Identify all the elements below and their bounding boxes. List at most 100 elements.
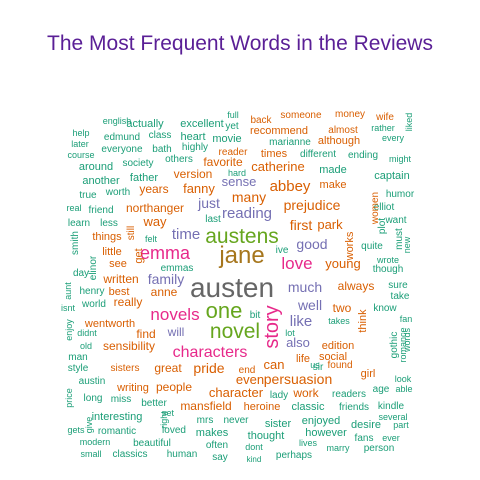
word-much: much: [288, 279, 322, 295]
word-felt: felt: [145, 234, 158, 244]
word-lives: lives: [299, 438, 318, 448]
word-worth: worth: [105, 187, 130, 198]
word-even: even: [236, 372, 264, 387]
word-always: always: [338, 279, 375, 293]
word-works: works: [344, 231, 356, 261]
word-wrote: wrote: [376, 255, 399, 265]
word-style: style: [68, 363, 89, 374]
word-help: help: [72, 128, 89, 138]
word-northanger: northanger: [126, 201, 184, 215]
word-romantic: romantic: [98, 426, 136, 437]
word-others: others: [165, 154, 193, 165]
word-captain: captain: [374, 170, 409, 182]
word-edition: edition: [322, 340, 354, 352]
word-able: able: [395, 384, 412, 394]
word-dont: dont: [245, 442, 263, 452]
word-kindle: kindle: [378, 401, 405, 412]
word-still: still: [126, 226, 137, 240]
word-sisters: sisters: [111, 363, 140, 374]
word-part: part: [393, 420, 409, 430]
word-two: two: [333, 301, 352, 315]
word-emma: emma: [140, 243, 191, 263]
word-young: young: [325, 256, 360, 271]
word-movie: movie: [212, 133, 241, 145]
word-give: give: [84, 417, 94, 434]
word-first: first: [290, 217, 313, 233]
word-man: man: [68, 352, 87, 363]
word-say: say: [212, 452, 228, 463]
word-marry: marry: [327, 443, 350, 453]
word-price: price: [64, 388, 74, 408]
word-different: different: [300, 149, 336, 160]
word-though: though: [373, 264, 404, 275]
word-recommend: recommend: [250, 125, 308, 137]
word-back: back: [250, 115, 272, 126]
word-lady: lady: [270, 390, 288, 401]
word-social: social: [319, 351, 347, 363]
word-sensibility: sensibility: [103, 339, 155, 353]
word-sure: sure: [388, 280, 408, 291]
word-enjoy: enjoy: [64, 319, 74, 341]
word-learn: learn: [68, 218, 90, 229]
word-lot: lot: [285, 328, 295, 338]
word-although: although: [318, 135, 360, 147]
word-loved: loved: [162, 425, 186, 436]
word-catherine: catherine: [251, 159, 304, 174]
word-someone: someone: [280, 110, 322, 121]
word-things: things: [92, 231, 122, 243]
word-wentworth: wentworth: [84, 318, 135, 330]
word-know: know: [373, 303, 397, 314]
word-many: many: [232, 189, 266, 205]
word-often: often: [206, 440, 228, 451]
word-think: think: [357, 309, 369, 333]
word-will: will: [167, 325, 185, 339]
word-aunt: aunt: [63, 282, 73, 300]
word-english: english: [103, 116, 132, 126]
word-way: way: [142, 214, 167, 229]
word-real: real: [66, 203, 81, 213]
word-ive: ive: [276, 245, 289, 256]
word-bit: bit: [250, 310, 261, 321]
word-better: better: [141, 398, 167, 409]
word-can: can: [264, 357, 285, 372]
word-emmas: emmas: [161, 263, 194, 274]
word-money: money: [335, 109, 365, 120]
word-time: time: [172, 226, 200, 243]
word-father: father: [130, 172, 158, 184]
word-characters: characters: [173, 344, 248, 361]
word-get: get: [133, 248, 145, 263]
word-just: just: [197, 195, 220, 211]
word-friends: friends: [339, 402, 369, 413]
word-fanny: fanny: [183, 181, 215, 196]
word-society: society: [122, 158, 153, 169]
word-austens: austens: [205, 225, 279, 248]
word-abbey: abbey: [270, 178, 311, 195]
word-novels: novels: [150, 305, 199, 324]
word-park: park: [317, 217, 343, 232]
word-novel: novel: [210, 320, 260, 343]
word-several: several: [378, 412, 407, 422]
word-smith: smith: [70, 231, 81, 255]
word-girl: girl: [361, 368, 376, 380]
word-ever: ever: [382, 433, 400, 443]
word-readers: readers: [332, 389, 366, 400]
word-elinor: elinor: [88, 255, 99, 280]
word-pride: pride: [193, 360, 224, 376]
word-take: take: [391, 291, 410, 302]
word-however: however: [305, 427, 347, 439]
word-true: true: [79, 190, 97, 201]
word-course: course: [67, 150, 94, 160]
word-desire: desire: [351, 419, 381, 431]
word-henry: henry: [79, 286, 104, 297]
word-little: little: [102, 246, 122, 258]
word-makes: makes: [196, 427, 229, 439]
word-fans: fans: [355, 433, 374, 444]
word-liked: liked: [404, 113, 414, 132]
word-best: best: [109, 286, 130, 298]
word-everyone: everyone: [101, 144, 143, 155]
word-actually: actually: [126, 118, 164, 130]
word-classics: classics: [112, 449, 147, 460]
word-classic: classic: [291, 401, 325, 413]
word-world: world: [81, 299, 106, 310]
